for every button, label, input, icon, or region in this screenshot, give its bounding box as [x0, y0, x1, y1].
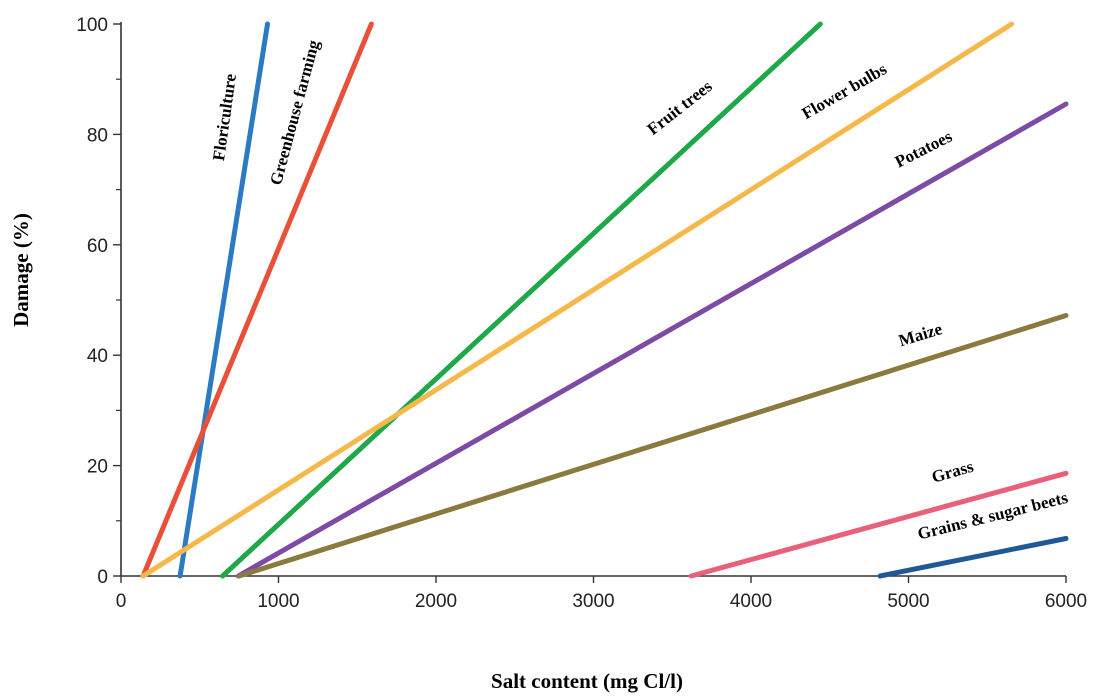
series-line-fruit-trees	[220, 21, 823, 579]
y-axis-title: Damage (%)	[9, 213, 33, 327]
axes: 0 1000 2000 3000 4000 5000 6000 0 20 40 60 80 100	[76, 15, 1087, 612]
x-tick-label: 0	[116, 591, 127, 612]
y-tick-label: 100	[76, 15, 108, 36]
y-tick-label: 0	[97, 567, 108, 588]
y-tick-label: 80	[87, 125, 108, 146]
series-line-flower-bulbs	[140, 21, 1015, 579]
series-line-grains-sugar-beets	[877, 536, 1069, 579]
series-line-grass	[688, 470, 1069, 579]
series-line-greenhouse-farming	[140, 21, 374, 579]
series-line-maize	[236, 313, 1069, 579]
y-tick-label: 60	[87, 236, 108, 257]
series-label-flower-bulbs: Flower bulbs	[799, 59, 891, 123]
series-lines	[140, 21, 1069, 579]
series-line-potatoes	[235, 101, 1069, 579]
series-label-grains-sugar-beets: Grains & sugar beets	[916, 488, 1070, 544]
series-label-potatoes: Potatoes	[892, 127, 956, 172]
y-tick-label: 40	[87, 346, 108, 367]
y-tick-label: 20	[87, 457, 108, 478]
x-tick-label: 1000	[257, 591, 299, 612]
x-tick-label: 2000	[415, 591, 457, 612]
x-axis-title: Salt content (mg Cl/l)	[491, 669, 683, 693]
x-tick-label: 4000	[730, 591, 772, 612]
series-label-grass: Grass	[929, 457, 975, 487]
series-label-floriculture: Floriculture	[209, 72, 240, 162]
x-tick-label: 6000	[1045, 591, 1087, 612]
series-label-maize: Maize	[896, 319, 944, 350]
x-tick-label: 5000	[887, 591, 929, 612]
series-line-floriculture	[177, 21, 270, 579]
x-tick-label: 3000	[572, 591, 614, 612]
